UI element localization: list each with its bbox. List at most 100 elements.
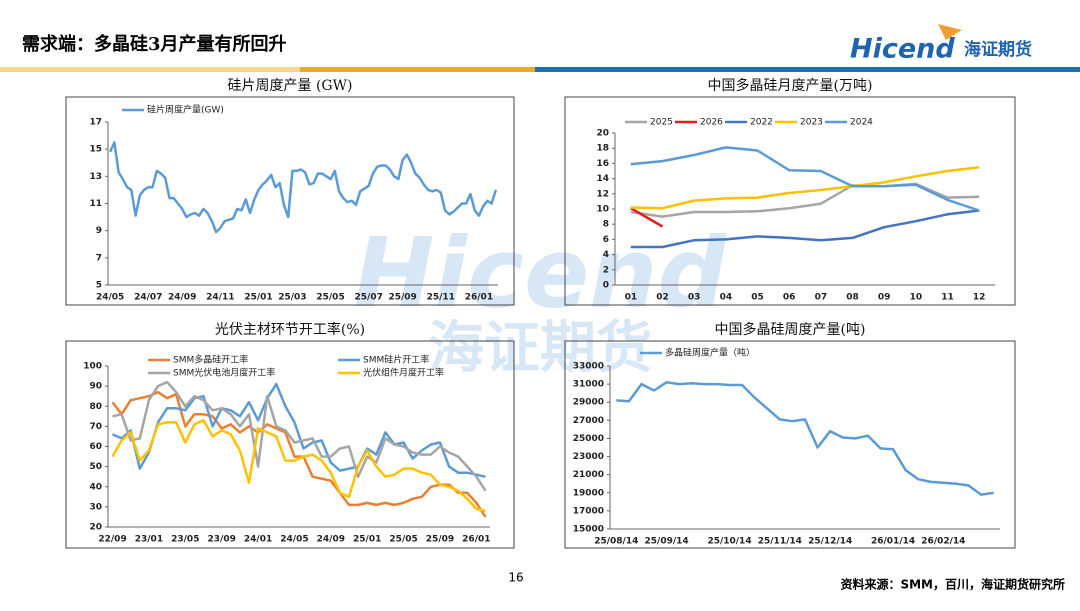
- x-tick-label: 02: [656, 293, 669, 303]
- x-tick-label: 24/11: [206, 293, 234, 303]
- series-line: [108, 141, 498, 234]
- series-line: [111, 390, 487, 518]
- x-tick-label: 08: [846, 293, 859, 303]
- x-tick-label: 25/07: [355, 293, 383, 303]
- series-line: [630, 165, 980, 210]
- logo-mark: [938, 24, 962, 40]
- legend-label: SMM光伏电池月度开工率: [173, 367, 275, 379]
- legend-label: 2026: [700, 118, 723, 128]
- y-tick-label: 30: [89, 502, 102, 512]
- x-tick-label: 25/11: [427, 293, 455, 303]
- x-tick-label: 23/09: [208, 535, 236, 545]
- y-tick-label: 70: [89, 422, 102, 432]
- page-number: 16: [508, 571, 523, 585]
- y-tick-label: 31000: [573, 380, 604, 390]
- legend-label: 2022: [750, 118, 773, 128]
- y-tick-label: 19000: [573, 488, 604, 498]
- y-tick-label: 15: [89, 145, 102, 155]
- y-tick-label: 20: [89, 523, 102, 533]
- legend-label: 2025: [650, 118, 673, 128]
- series-line: [630, 146, 980, 212]
- x-tick-label: 25/03: [278, 293, 306, 303]
- series-line: [630, 207, 664, 228]
- y-tick-label: 8: [603, 220, 609, 230]
- x-tick-label: 25/09: [426, 535, 454, 545]
- x-tick-label: 25/11/14: [758, 537, 802, 547]
- x-tick-label: 25/09: [388, 293, 416, 303]
- legend-label: 硅片周度产量(GW): [147, 104, 224, 116]
- y-tick-label: 27000: [573, 416, 604, 426]
- header-bar: [0, 67, 300, 72]
- legend-label: 多晶硅周度产量（吨）: [665, 347, 755, 359]
- slide-title: 需求端：多晶硅3月产量有所回升: [22, 33, 287, 55]
- logo-latin: Hicend: [850, 34, 955, 65]
- chart-panel: [564, 340, 1016, 549]
- y-tick-label: 10: [596, 205, 609, 215]
- chart-title: 中国多晶硅周度产量(吨): [715, 321, 866, 338]
- y-tick-label: 5: [96, 281, 102, 291]
- source-note: 资料来源：SMM，百川，海证期货研究所: [840, 577, 1065, 592]
- chart-title: 中国多晶硅月度产量(万吨): [708, 77, 873, 94]
- x-tick-label: 25/12/14: [808, 537, 852, 547]
- y-tick-label: 25000: [573, 434, 604, 444]
- x-tick-label: 24/09: [168, 293, 196, 303]
- legend-label: 光伏组件月度开工率: [363, 367, 444, 379]
- x-tick-label: 06: [783, 293, 796, 303]
- logo-cn: 海证期货: [964, 39, 1032, 60]
- y-tick-label: 60: [89, 442, 102, 452]
- legend-label: SMM多晶硅开工率: [173, 354, 248, 366]
- x-tick-label: 24/01: [244, 535, 272, 545]
- x-tick-label: 25/10/14: [707, 537, 751, 547]
- y-tick-label: 29000: [573, 398, 604, 408]
- legend-label: SMM硅片开工率: [363, 354, 429, 366]
- y-tick-label: 23000: [573, 452, 604, 462]
- x-tick-label: 04: [720, 293, 733, 303]
- y-tick-label: 17000: [573, 506, 604, 516]
- x-tick-label: 24/07: [134, 293, 162, 303]
- x-tick-label: 12: [973, 293, 986, 303]
- y-tick-label: 100: [83, 362, 102, 372]
- y-tick-label: 7: [96, 253, 102, 263]
- y-tick-label: 4: [603, 250, 609, 260]
- x-tick-label: 26/01: [465, 293, 493, 303]
- x-tick-label: 09: [878, 293, 891, 303]
- y-tick-label: 80: [89, 402, 102, 412]
- chart-title: 光伏主材环节开工率(%): [215, 321, 365, 338]
- y-tick-label: 6: [603, 235, 609, 245]
- y-tick-label: 13: [89, 172, 102, 182]
- x-tick-label: 10: [910, 293, 923, 303]
- x-tick-label: 25/05: [316, 293, 344, 303]
- y-tick-label: 17: [89, 118, 102, 128]
- y-tick-label: 40: [89, 482, 102, 492]
- chart-panel: [564, 96, 1016, 306]
- y-tick-label: 16: [596, 159, 609, 169]
- series-line: [111, 419, 486, 513]
- x-tick-label: 25/01: [244, 293, 272, 303]
- chart-panel: [65, 340, 515, 549]
- header-bar: [535, 67, 1080, 72]
- series-line: [112, 380, 487, 492]
- x-tick-label: 24/05: [96, 293, 124, 303]
- x-tick-label: 25/08/14: [594, 537, 638, 547]
- x-tick-label: 24/05: [280, 535, 308, 545]
- x-tick-label: 25/09/14: [645, 537, 689, 547]
- y-tick-label: 18: [596, 144, 609, 154]
- x-tick-label: 24/09: [317, 535, 345, 545]
- x-tick-label: 26/01: [462, 535, 490, 545]
- series-line: [111, 382, 486, 478]
- chart-panel: [65, 96, 515, 306]
- x-tick-label: 01: [625, 293, 638, 303]
- watermark: Hicend 海证期货: [354, 217, 728, 381]
- x-tick-label: 26/02/14: [921, 537, 965, 547]
- x-tick-label: 07: [815, 293, 828, 303]
- x-tick-label: 03: [688, 293, 701, 303]
- y-tick-label: 33000: [573, 362, 604, 372]
- x-tick-label: 26/01/14: [871, 537, 915, 547]
- y-tick-label: 20: [596, 129, 609, 139]
- x-tick-label: 05: [751, 293, 764, 303]
- x-tick-label: 23/05: [171, 535, 199, 545]
- watermark-latin: Hicend: [354, 217, 728, 329]
- x-tick-label: 23/01: [135, 535, 163, 545]
- y-tick-label: 2: [603, 265, 609, 275]
